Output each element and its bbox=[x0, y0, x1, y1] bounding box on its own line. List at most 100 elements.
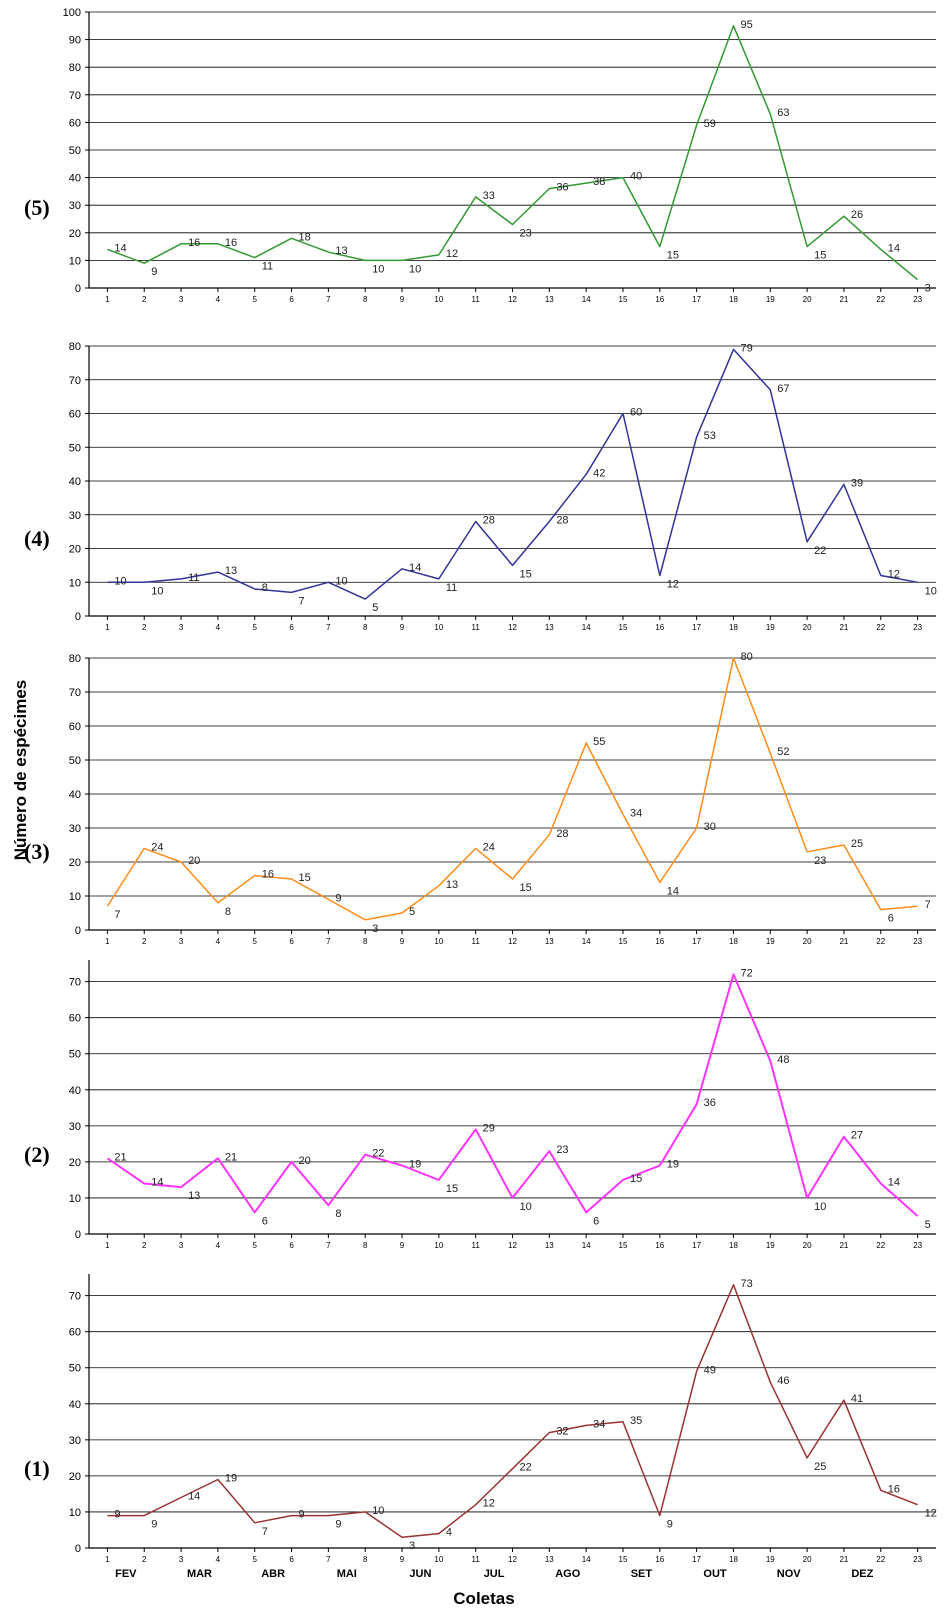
x-tick-label: 4 bbox=[216, 295, 221, 304]
x-tick-label: 6 bbox=[289, 295, 294, 304]
data-label: 48 bbox=[777, 1054, 789, 1066]
y-tick-label: 60 bbox=[69, 1013, 81, 1025]
data-label: 8 bbox=[262, 582, 268, 594]
data-label: 15 bbox=[630, 1173, 642, 1185]
x-tick-label: 22 bbox=[876, 623, 885, 632]
data-label: 28 bbox=[556, 828, 568, 840]
data-label: 10 bbox=[151, 585, 163, 597]
x-tick-label: 3 bbox=[179, 623, 184, 632]
data-label: 40 bbox=[630, 171, 642, 183]
y-tick-label: 30 bbox=[69, 823, 81, 835]
x-tick-label: 10 bbox=[434, 937, 443, 946]
y-tick-label: 70 bbox=[69, 1291, 81, 1303]
data-label: 24 bbox=[151, 841, 163, 853]
x-tick-label: 14 bbox=[582, 623, 591, 632]
data-label: 25 bbox=[814, 1461, 826, 1473]
y-tick-label: 50 bbox=[69, 145, 81, 157]
x-tick-label: 15 bbox=[619, 1555, 628, 1564]
x-tick-label: 22 bbox=[876, 1241, 885, 1250]
data-label: 5 bbox=[409, 906, 415, 918]
x-tick-label: 19 bbox=[766, 1241, 775, 1250]
x-tick-label: 21 bbox=[839, 937, 848, 946]
x-tick-label: 21 bbox=[839, 295, 848, 304]
y-tick-label: 10 bbox=[69, 1193, 81, 1205]
x-tick-label: 12 bbox=[508, 1555, 517, 1564]
y-tick-label: 80 bbox=[69, 653, 81, 665]
y-tick-label: 90 bbox=[69, 35, 81, 47]
y-tick-label: 0 bbox=[75, 611, 81, 623]
data-label: 14 bbox=[188, 1491, 200, 1503]
data-label: 19 bbox=[409, 1159, 421, 1171]
month-label: SET bbox=[631, 1568, 653, 1580]
data-label: 34 bbox=[630, 807, 642, 819]
x-tick-label: 23 bbox=[913, 937, 922, 946]
data-label: 8 bbox=[225, 906, 231, 918]
data-label: 7 bbox=[262, 1526, 268, 1538]
x-tick-label: 1 bbox=[105, 1555, 110, 1564]
x-tick-label: 9 bbox=[400, 1555, 405, 1564]
x-tick-label: 13 bbox=[545, 623, 554, 632]
month-label: FEV bbox=[115, 1568, 137, 1580]
x-tick-label: 3 bbox=[179, 937, 184, 946]
x-tick-label: 16 bbox=[655, 1241, 664, 1250]
x-tick-label: 17 bbox=[692, 295, 701, 304]
y-tick-label: 0 bbox=[75, 1543, 81, 1555]
y-tick-label: 20 bbox=[69, 544, 81, 556]
x-tick-label: 6 bbox=[289, 1555, 294, 1564]
x-tick-label: 7 bbox=[326, 1555, 331, 1564]
data-label: 10 bbox=[814, 1201, 826, 1213]
data-label: 39 bbox=[851, 477, 863, 489]
panel-label: (3) bbox=[24, 839, 50, 864]
series-line bbox=[107, 25, 919, 281]
data-label: 9 bbox=[335, 1519, 341, 1531]
data-label: 4 bbox=[446, 1527, 452, 1539]
x-tick-label: 11 bbox=[472, 295, 481, 304]
data-label: 22 bbox=[814, 545, 826, 557]
y-tick-label: 60 bbox=[69, 117, 81, 129]
data-label: 11 bbox=[262, 261, 273, 273]
x-tick-label: 11 bbox=[472, 1241, 481, 1250]
data-label: 13 bbox=[446, 879, 458, 891]
x-axis-title: Coletas bbox=[453, 1589, 514, 1608]
x-tick-label: 5 bbox=[252, 623, 257, 632]
x-tick-label: 17 bbox=[692, 623, 701, 632]
data-label: 49 bbox=[704, 1364, 716, 1376]
series-line bbox=[106, 657, 918, 921]
data-label: 8 bbox=[335, 1208, 341, 1220]
x-tick-label: 8 bbox=[363, 623, 368, 632]
y-tick-label: 70 bbox=[69, 977, 81, 989]
y-tick-label: 50 bbox=[69, 1049, 81, 1061]
data-label: 7 bbox=[925, 899, 931, 911]
x-tick-label: 6 bbox=[289, 623, 294, 632]
data-label: 10 bbox=[520, 1201, 532, 1213]
data-label: 55 bbox=[593, 736, 605, 748]
x-tick-label: 14 bbox=[582, 1241, 591, 1250]
x-tick-label: 17 bbox=[692, 937, 701, 946]
x-tick-label: 11 bbox=[472, 1555, 481, 1564]
data-label: 9 bbox=[335, 892, 341, 904]
y-tick-label: 30 bbox=[69, 510, 81, 522]
x-tick-label: 16 bbox=[655, 295, 664, 304]
data-label: 10 bbox=[114, 575, 126, 587]
data-label: 33 bbox=[483, 190, 495, 202]
data-label: 10 bbox=[925, 585, 937, 597]
y-tick-label: 70 bbox=[69, 90, 81, 102]
y-tick-label: 40 bbox=[69, 1399, 81, 1411]
y-tick-label: 60 bbox=[69, 1327, 81, 1339]
data-label: 32 bbox=[556, 1426, 568, 1438]
month-label: OUT bbox=[703, 1568, 727, 1580]
data-label: 73 bbox=[740, 1278, 752, 1290]
y-tick-label: 10 bbox=[69, 577, 81, 589]
data-label: 10 bbox=[372, 1505, 384, 1517]
y-tick-label: 80 bbox=[69, 62, 81, 74]
x-tick-label: 18 bbox=[729, 1555, 738, 1564]
data-label: 95 bbox=[740, 19, 752, 31]
data-label: 12 bbox=[483, 1498, 495, 1510]
data-label: 53 bbox=[704, 430, 716, 442]
data-label: 18 bbox=[299, 231, 311, 243]
y-tick-label: 80 bbox=[69, 341, 81, 353]
month-label: MAI bbox=[337, 1568, 357, 1580]
data-label: 15 bbox=[520, 882, 532, 894]
